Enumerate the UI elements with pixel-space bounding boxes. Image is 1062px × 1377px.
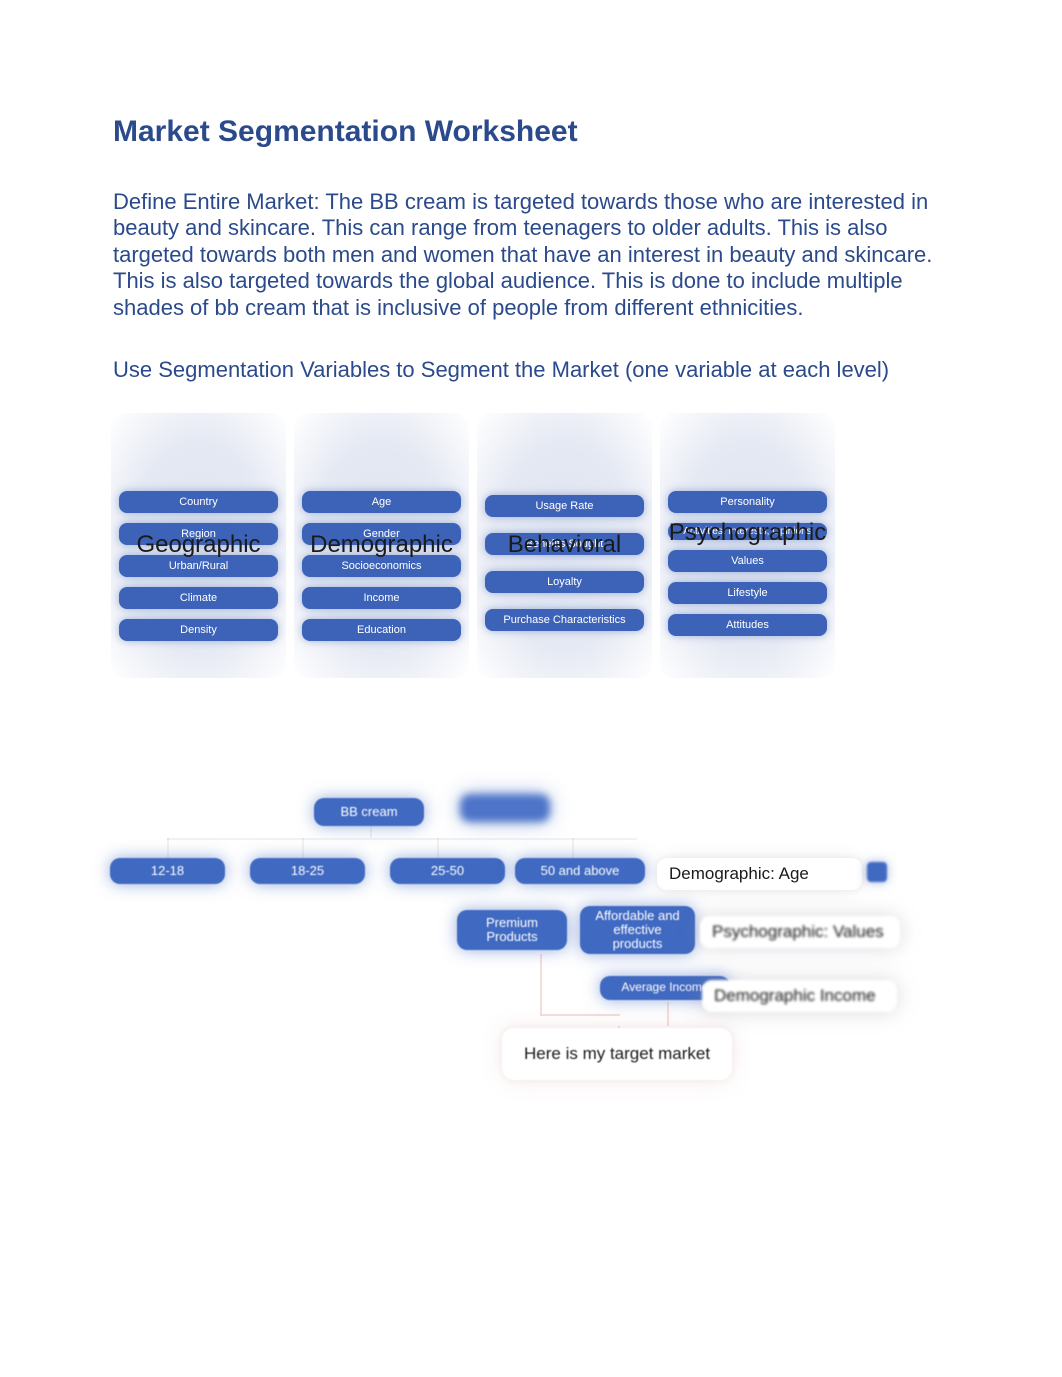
values-node-affordable: Affordable and effective products: [580, 906, 695, 954]
age-row-label: Demographic: Age: [657, 858, 862, 890]
pill-urban-rural: Urban/Rural: [119, 555, 278, 577]
worksheet-page: Market Segmentation Worksheet Define Ent…: [0, 0, 1062, 683]
pill-attitudes: Attitudes: [668, 614, 827, 636]
intro-paragraph: Define Entire Market: The BB cream is ta…: [113, 189, 952, 321]
connector: [667, 1002, 669, 1026]
connector: [437, 838, 439, 858]
pill-loyalty: Loyalty: [485, 571, 644, 593]
pill-lifestyle: Lifestyle: [668, 582, 827, 604]
connector: [540, 954, 542, 1014]
pill-education: Education: [302, 619, 461, 641]
pill-usage-rate: Usage Rate: [485, 495, 644, 517]
col-psychographic: Personality Activities, Interests, Opini…: [660, 413, 835, 678]
pill-density: Density: [119, 619, 278, 641]
pill-climate: Climate: [119, 587, 278, 609]
pill-socioeconomics: Socioeconomics: [302, 555, 461, 577]
pill-personality: Personality: [668, 491, 827, 513]
pill-stack-behavioral: Usage Rate Benefits Sought Loyalty Purch…: [485, 495, 644, 631]
pill-income: Income: [302, 587, 461, 609]
intro-label: Define Entire Market:: [113, 189, 320, 214]
col-demographic: Age Gender Socioeconomics Income Educati…: [294, 413, 469, 678]
pill-stack-geographic: Country Region Urban/Rural Climate Densi…: [119, 491, 278, 641]
segmentation-tree: BB cream 12-18 18-25 25-50 50 and above …: [102, 758, 902, 1128]
connector: [167, 838, 637, 840]
target-market-box: Here is my target market: [502, 1028, 732, 1080]
values-node-premium: Premium Products: [457, 910, 567, 950]
age-node-25-50: 25-50: [390, 858, 505, 884]
subheading: Use Segmentation Variables to Segment th…: [113, 357, 952, 383]
col-behavioral: Usage Rate Benefits Sought Loyalty Purch…: [477, 413, 652, 678]
values-row-label: Psychographic: Values: [700, 916, 900, 948]
page-title: Market Segmentation Worksheet: [113, 115, 952, 149]
pill-aio: Activities, Interests, Opinions: [668, 523, 827, 540]
age-node-18-25: 18-25: [250, 858, 365, 884]
pill-age: Age: [302, 491, 461, 513]
connector: [167, 838, 169, 858]
connector: [370, 826, 372, 838]
pill-purchase-characteristics: Purchase Characteristics: [485, 609, 644, 631]
connector: [540, 1014, 620, 1016]
pill-benefits-sought: Benefits Sought: [485, 533, 644, 555]
col-geographic: Country Region Urban/Rural Climate Densi…: [111, 413, 286, 678]
pill-gender: Gender: [302, 523, 461, 545]
age-legend-square-icon: [867, 862, 887, 882]
tree-root: BB cream: [314, 798, 424, 826]
pill-region: Region: [119, 523, 278, 545]
connector: [302, 838, 304, 858]
income-row-label: Demographic Income: [702, 980, 897, 1012]
connector: [572, 838, 574, 858]
age-node-50plus: 50 and above: [515, 858, 645, 884]
pill-stack-demographic: Age Gender Socioeconomics Income Educati…: [302, 491, 461, 641]
ghost-blob-icon: [460, 794, 550, 822]
segmentation-variables-grid: Country Region Urban/Rural Climate Densi…: [111, 413, 831, 683]
pill-values: Values: [668, 550, 827, 572]
age-node-12-18: 12-18: [110, 858, 225, 884]
pill-country: Country: [119, 491, 278, 513]
pill-stack-psychographic: Personality Activities, Interests, Opini…: [668, 491, 827, 636]
